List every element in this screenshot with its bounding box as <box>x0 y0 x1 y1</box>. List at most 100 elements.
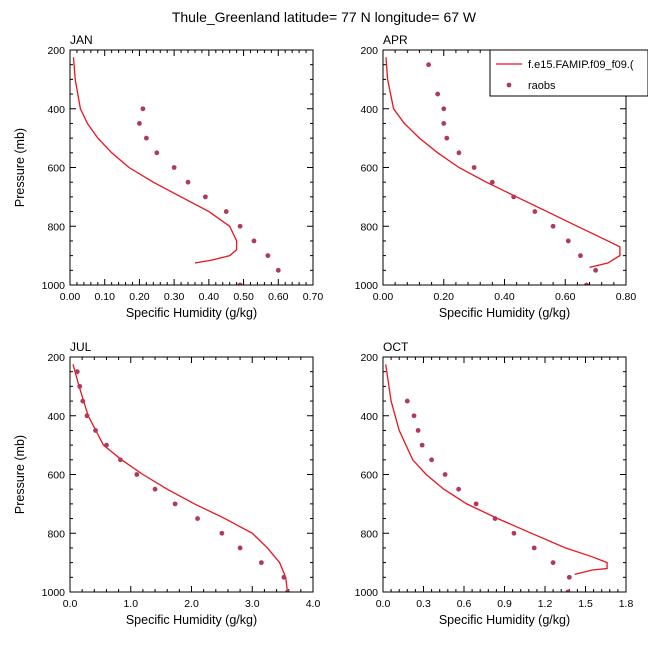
model-line-apr <box>385 57 621 269</box>
raobs-point-oct <box>566 574 572 580</box>
plot-area-oct <box>385 364 608 592</box>
panel-label-jul: JUL <box>70 340 92 354</box>
raobs-point-oct <box>550 560 556 566</box>
raobs-point-oct <box>531 545 537 551</box>
plot-area-jul <box>72 364 290 592</box>
raobs-point-apr <box>593 267 599 273</box>
x-tick-label: 0.0 <box>63 598 78 610</box>
raobs-point-jul <box>281 574 287 580</box>
raobs-point-jan <box>171 165 177 170</box>
raobs-point-jul <box>77 383 83 389</box>
plot-area-jan <box>72 57 281 285</box>
x-tick-label: 0.10 <box>94 291 115 303</box>
y-axis-title-jan: Pressure (mb) <box>13 128 27 207</box>
raobs-point-apr <box>489 179 495 185</box>
panel-frame-jul <box>69 356 314 593</box>
y-tick-label: 1000 <box>355 280 379 292</box>
x-axis-title-jul: Specific Humidity (g/kg) <box>126 613 257 627</box>
raobs-point-apr <box>511 194 517 200</box>
x-tick-label: 0.20 <box>434 291 455 303</box>
raobs-point-jul <box>104 442 109 448</box>
x-tick-label: 0.20 <box>129 291 150 303</box>
raobs-point-jul <box>84 413 90 419</box>
legend-marker-swatch <box>506 82 512 88</box>
raobs-point-jan <box>251 238 257 244</box>
panel-jan: JAN 0.00 0.10 0.20 0.30 0.40 0.50 0.60 0.70 200 40… <box>13 33 323 320</box>
x-tick-label: 0.00 <box>373 291 394 303</box>
raobs-point-jul <box>152 486 158 492</box>
y-tick-label: 800 <box>360 221 378 233</box>
x-tick-label: 0.0 <box>376 598 391 610</box>
panel-label-oct: OCT <box>383 340 409 354</box>
raobs-point-apr <box>441 121 447 126</box>
x-tick-label: 0.80 <box>616 291 637 303</box>
y-tick-label: 400 <box>360 104 378 116</box>
raobs-point-jul <box>172 501 178 507</box>
y-tick-label: 400 <box>47 411 65 423</box>
raobs-point-jul <box>237 545 243 551</box>
x-tick-label: 0.40 <box>199 291 220 303</box>
x-axis-title-apr: Specific Humidity (g/kg) <box>439 306 570 320</box>
raobs-point-jul <box>195 516 200 521</box>
raobs-point-apr <box>471 165 477 170</box>
x-tick-label: 0.30 <box>164 291 185 303</box>
raobs-point-jan <box>185 179 191 185</box>
y-tick-label: 200 <box>47 45 65 57</box>
y-tick-label: 400 <box>360 411 378 423</box>
y-tick-label: 200 <box>47 352 65 364</box>
raobs-point-jul <box>134 472 140 477</box>
figure-title: Thule_Greenland latitude= 77 N longitude… <box>172 9 477 25</box>
raobs-point-apr <box>441 106 447 112</box>
raobs-point-jul <box>285 589 290 592</box>
x-axis-title-jan: Specific Humidity (g/kg) <box>126 306 257 320</box>
raobs-point-apr <box>578 253 583 259</box>
y-tick-label: 200 <box>360 352 378 364</box>
y-axis-title-jul: Pressure (mb) <box>13 435 27 514</box>
raobs-point-jul <box>74 369 80 375</box>
x-tick-label: 0.60 <box>268 291 289 303</box>
raobs-point-jan <box>154 150 160 156</box>
raobs-point-oct <box>511 530 517 536</box>
legend: f.e15.FAMIP.f09_f09.(raobs <box>489 49 648 97</box>
y-tick-label: 800 <box>360 528 378 540</box>
y-tick-label: 600 <box>47 470 65 482</box>
panel-label-jan: JAN <box>70 33 93 47</box>
raobs-point-apr <box>550 223 556 229</box>
y-tick-label: 600 <box>47 163 65 175</box>
raobs-point-oct <box>456 486 461 492</box>
y-tick-label: 800 <box>47 221 65 233</box>
raobs-point-jan <box>237 223 243 229</box>
raobs-point-jan <box>137 121 142 126</box>
raobs-point-oct <box>442 472 448 477</box>
model-line-jan <box>72 57 238 264</box>
x-axis-title-oct: Specific Humidity (g/kg) <box>439 613 570 627</box>
raobs-point-oct <box>404 398 410 404</box>
raobs-point-jul <box>258 560 264 566</box>
y-tick-label: 600 <box>360 470 378 482</box>
y-tick-label: 800 <box>47 528 65 540</box>
panels: JAN 0.00 0.10 0.20 0.30 0.40 0.50 0.60 0.70 200 40… <box>13 33 636 627</box>
x-tick-label: 0.3 <box>416 598 431 610</box>
legend-entry-label: f.e15.FAMIP.f09_f09.( <box>528 59 634 71</box>
x-tick-label: 0.40 <box>494 291 515 303</box>
x-tick-label: 0.70 <box>303 291 324 303</box>
raobs-point-apr <box>565 238 571 244</box>
raobs-point-oct <box>429 457 434 463</box>
raobs-point-apr <box>532 209 538 214</box>
y-tick-label: 200 <box>360 45 378 57</box>
y-tick-label: 400 <box>47 104 65 116</box>
raobs-point-oct <box>411 413 417 419</box>
legend-entry-label: raobs <box>528 80 556 92</box>
raobs-point-apr <box>456 150 462 156</box>
x-tick-label: 0.50 <box>233 291 254 303</box>
raobs-point-apr <box>444 135 450 141</box>
x-tick-label: 1.2 <box>538 598 553 610</box>
panel-jul: JUL 0.0 1.0 2.0 3.0 4.0 200 400 600 800 1000 Specif… <box>13 340 320 627</box>
raobs-point-oct <box>565 589 571 592</box>
x-tick-label: 1.5 <box>578 598 593 610</box>
x-tick-label: 0.9 <box>497 598 512 610</box>
x-tick-label: 2.0 <box>184 598 199 610</box>
model-line-oct <box>385 364 608 576</box>
raobs-point-oct <box>419 442 425 448</box>
x-tick-label: 1.0 <box>123 598 138 610</box>
